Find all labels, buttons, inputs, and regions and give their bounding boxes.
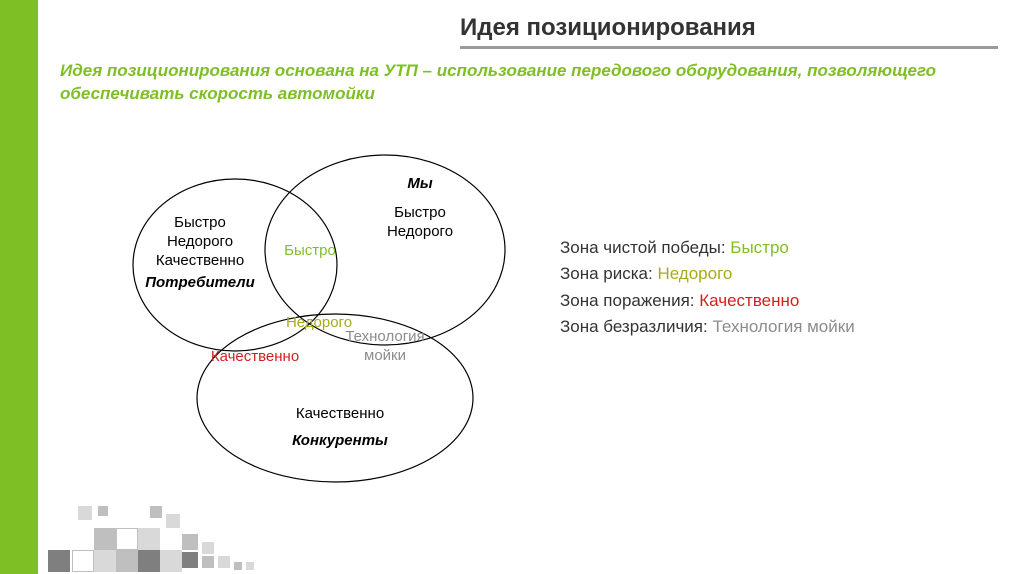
decor-square <box>160 550 182 572</box>
venn-overlap-quality-text: Качественно <box>211 348 299 365</box>
subtitle-text: Идея позиционирования основана на УТП – … <box>60 60 994 106</box>
venn-label-consumers: Быстро Недорого Качественно Потребители <box>140 214 260 293</box>
decor-square <box>202 556 214 568</box>
legend-value: Быстро <box>730 238 789 257</box>
legend-row: Зона чистой победы: Быстро <box>560 235 855 261</box>
decor-square <box>246 562 254 570</box>
title-block: Идея позиционирования <box>460 14 998 49</box>
venn-competitors-header: Конкуренты <box>260 432 420 451</box>
legend-row: Зона поражения: Качественно <box>560 288 855 314</box>
legend-value: Технология мойки <box>712 317 854 336</box>
legend-label: Зона чистой победы: <box>560 238 730 257</box>
decor-square <box>48 550 70 572</box>
venn-consumers-body: Быстро Недорого Качественно <box>140 214 260 270</box>
decor-square <box>98 506 108 516</box>
legend-label: Зона риска: <box>560 264 657 283</box>
decor-square <box>182 552 198 568</box>
decor-square <box>138 528 160 550</box>
venn-overlap-fast-text: Быстро <box>284 242 336 259</box>
decor-square <box>116 528 138 550</box>
title-underline <box>460 46 998 49</box>
page-title: Идея позиционирования <box>460 14 998 42</box>
venn-label-competitors: Качественно Конкуренты <box>260 405 420 451</box>
decor-square <box>202 542 214 554</box>
decor-square <box>116 550 138 572</box>
decor-squares <box>38 494 318 574</box>
decor-square <box>72 550 94 572</box>
venn-overlap-quality: Качественно <box>200 348 310 367</box>
venn-overlap-tech: Технология мойки <box>330 328 440 366</box>
venn-label-we: Мы Быстро Недорого <box>360 175 480 241</box>
decor-square <box>150 506 162 518</box>
venn-consumers-header: Потребители <box>140 274 260 293</box>
decor-square <box>182 534 198 550</box>
decor-square <box>166 514 180 528</box>
legend-value: Недорого <box>657 264 732 283</box>
venn-competitors-body: Качественно <box>260 405 420 424</box>
venn-diagram: Мы Быстро Недорого Быстро Недорого Качес… <box>90 130 520 510</box>
decor-square <box>218 556 230 568</box>
decor-square <box>78 506 92 520</box>
venn-we-header: Мы <box>360 175 480 194</box>
venn-overlap-tech-text: Технология мойки <box>345 328 424 364</box>
venn-overlap-fast: Быстро <box>270 242 350 261</box>
legend-label: Зона безразличия: <box>560 317 712 336</box>
decor-square <box>94 528 116 550</box>
left-accent-bar <box>0 0 38 574</box>
decor-square <box>138 550 160 572</box>
decor-square <box>234 562 242 570</box>
legend-value: Качественно <box>699 291 799 310</box>
legend-row: Зона безразличия: Технология мойки <box>560 314 855 340</box>
legend-row: Зона риска: Недорого <box>560 261 855 287</box>
venn-we-body: Быстро Недорого <box>360 204 480 242</box>
legend-label: Зона поражения: <box>560 291 699 310</box>
decor-square <box>94 550 116 572</box>
legend-block: Зона чистой победы: БыстроЗона риска: Не… <box>560 235 855 340</box>
